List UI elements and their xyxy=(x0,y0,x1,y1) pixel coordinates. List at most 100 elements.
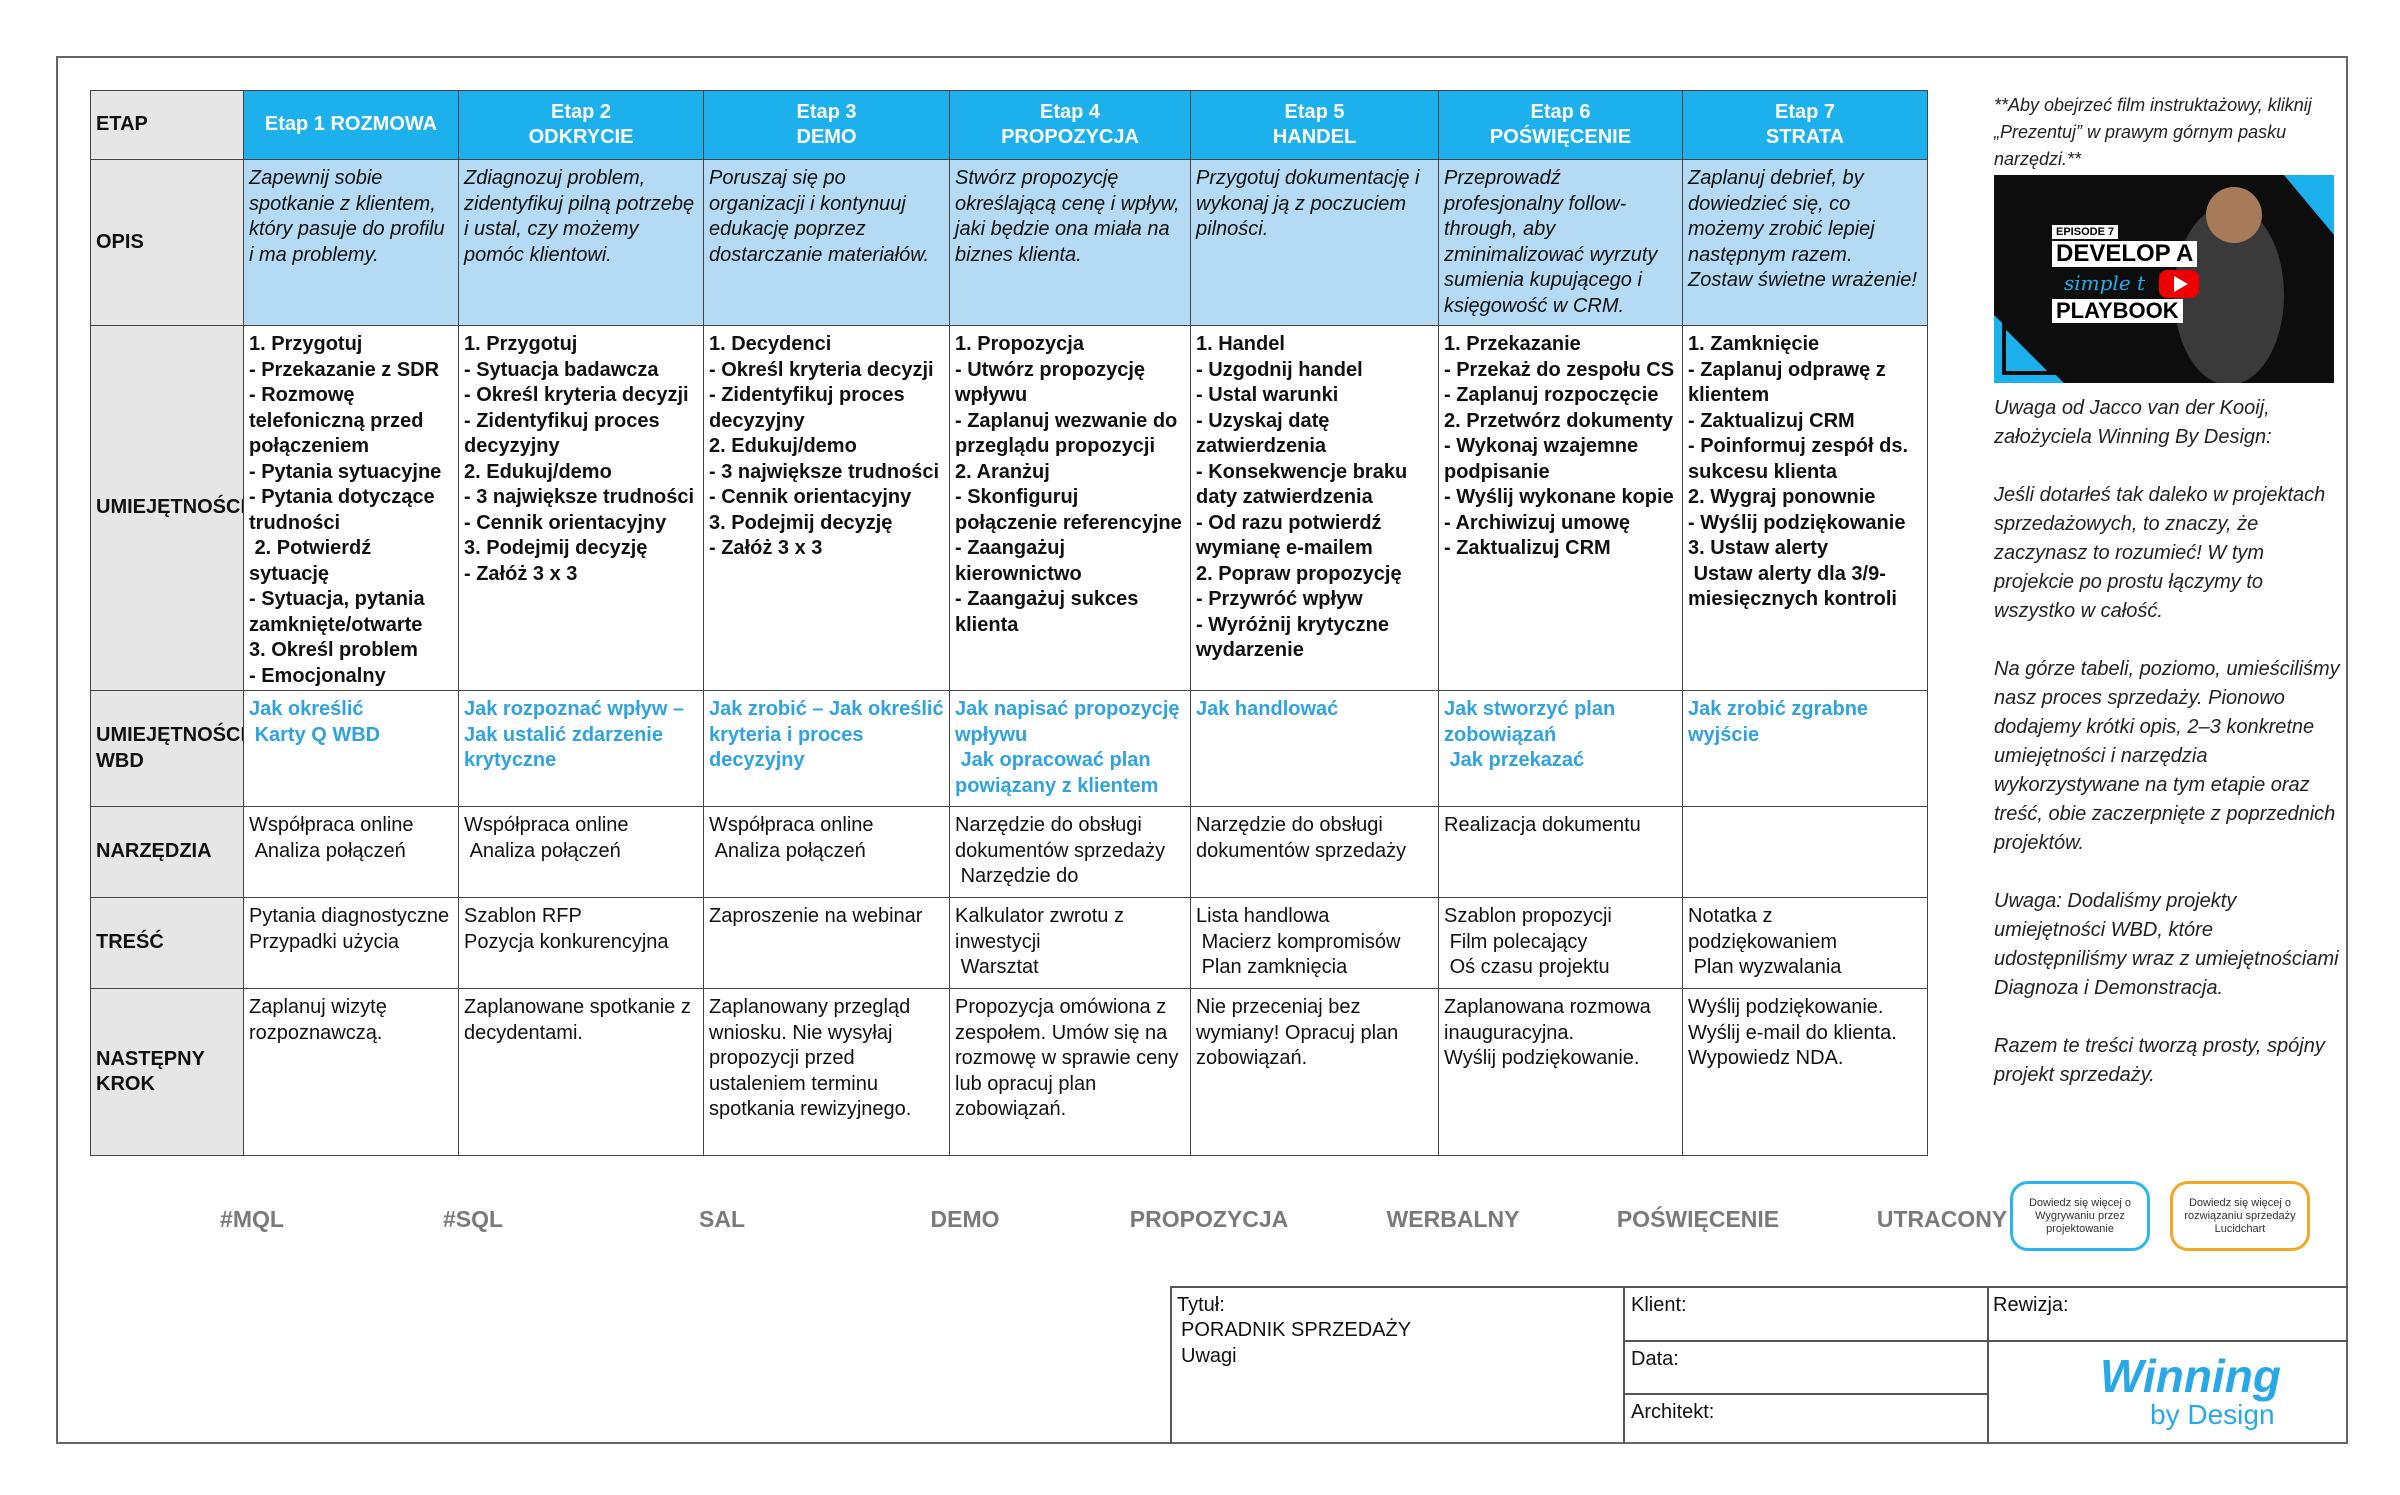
cell-text: Zaplanuj wizytę rozpoznawczą. xyxy=(249,996,393,1044)
cell-text: - Sytuacja, pytania zamknięte/otwarte xyxy=(249,588,431,636)
cell-text: 1. Przygotuj xyxy=(249,333,363,355)
cell-text: - Zaplanuj rozpoczęcie xyxy=(1444,384,1659,406)
client-label: Klient: xyxy=(1631,1294,1687,1316)
cell-text: 1. Przekazanie xyxy=(1444,333,1581,355)
table-cell: 1. Przygotuj - Sytuacja badawcza - Określ … xyxy=(458,325,704,691)
cell-text: OPIS xyxy=(96,230,144,253)
stage-label: WERBALNY xyxy=(1386,1206,1520,1232)
cell-text: Współpraca online xyxy=(709,814,874,836)
link-button[interactable]: Dowiedz się więcej o Wygrywaniu przez pr… xyxy=(2010,1181,2150,1251)
cell-text: Nie przeceniaj bez wymiany! Opracuj plan… xyxy=(1196,996,1404,1069)
cell-text: Etap 4 xyxy=(1039,100,1101,123)
cell-text: - Pytania sytuacyjne xyxy=(249,460,442,483)
table-cell: Jak handlować xyxy=(1190,690,1439,807)
cell-text: Karty Q WBD xyxy=(249,723,381,746)
cell-text: Poruszaj się po organizacji i kontynuuj … xyxy=(709,167,930,266)
cell-text: - Załóż 3 x 3 xyxy=(464,562,578,585)
table-cell: Przygotuj dokumentację i wykonaj ją z po… xyxy=(1190,159,1439,326)
table-cell: Jak rozpoznać wpływ – Jak ustalić zdarze… xyxy=(458,690,704,807)
row-label: UMIEJĘTNOŚCI WBD xyxy=(90,690,244,807)
table-cell: Lista handlowa Macierz kompromisów Plan … xyxy=(1190,897,1439,989)
stage-header: Etap 5 HANDEL xyxy=(1190,90,1439,160)
cell-text: Wyślij podziękowanie. xyxy=(1444,1047,1640,1069)
cell-text: Pozycja konkurencyjna xyxy=(464,930,669,953)
stage-label: UTRACONY xyxy=(1876,1206,2008,1232)
cell-text: Plan zamknięcia xyxy=(1196,956,1348,978)
table-cell: Współpraca online Analiza połączeń xyxy=(703,806,950,898)
table-cell: Kalkulator zwrotu z inwestycji Warsztat xyxy=(949,897,1191,989)
cell-text: - Archiwizuj umowę xyxy=(1444,511,1630,534)
cell-text: - Konsekwencje braku daty zatwierdzenia xyxy=(1196,460,1413,509)
cell-text: 3. Podejmij decyzję xyxy=(464,537,648,559)
link-button[interactable]: Dowiedz się więcej o rozwiązaniu sprzeda… xyxy=(2170,1181,2310,1251)
cell-text: Narzędzie do obsługi dokumentów sprzedaż… xyxy=(1196,814,1407,862)
cell-text: Realizacja dokumentu xyxy=(1444,814,1641,836)
cell-text: - Od razu potwierdź wymianę e-mailem xyxy=(1196,511,1388,560)
table-cell: Zdiagnozuj problem, zidentyfikuj pilną p… xyxy=(458,159,704,326)
cell-text: Przeprowadź profesjonalny follow-through… xyxy=(1444,167,1663,317)
side-paragraph: Uwaga od Jacco van der Kooij, założyciel… xyxy=(1994,397,2272,448)
cell-text: PROPOZYCJA xyxy=(1001,126,1139,148)
cell-text: - Wyślij wykonane kopie xyxy=(1444,486,1674,508)
table-cell: Narzędzie do obsługi dokumentów sprzedaż… xyxy=(949,806,1191,898)
cell-text: 1. Przygotuj xyxy=(464,333,578,355)
cell-text: 1. Decydenci xyxy=(709,333,832,355)
cell-text: 2. Aranżuj xyxy=(955,460,1050,483)
stage-header: Etap 6 POŚWIĘCENIE xyxy=(1438,90,1683,160)
cell-text: - Przekazanie z SDR xyxy=(249,358,440,381)
cell-text: Narzędzie do xyxy=(955,865,1079,887)
cell-text: Film polecający xyxy=(1444,930,1588,953)
cell-text: Narzędzie do obsługi dokumentów sprzedaż… xyxy=(955,814,1166,862)
cell-text: Jak zrobić zgrabne wyjście xyxy=(1688,698,1874,746)
cell-text: Jak określić xyxy=(249,698,364,720)
page-frame xyxy=(56,56,2348,1444)
cell-text: Macierz kompromisów xyxy=(1196,930,1401,953)
cell-text: - Pytania dotyczące trudności xyxy=(249,486,441,534)
cell-text: - Emocjonalny xyxy=(249,664,386,687)
table-cell: Realizacja dokumentu xyxy=(1438,806,1683,898)
table-cell: Wyślij podziękowanie. Wyślij e-mail do kl… xyxy=(1682,988,1928,1156)
cell-text: Jak rozpoznać wpływ – Jak ustalić zdarze… xyxy=(464,698,690,771)
cell-text: - Zaplanuj wezwanie do przeglądu propozy… xyxy=(955,409,1183,458)
stage-label: SAL xyxy=(699,1206,745,1232)
cell-text: Etap 3 xyxy=(796,100,857,123)
cell-text: Jak handlować xyxy=(1196,698,1339,720)
video-title: simple t xyxy=(2064,271,2146,295)
cell-text: - 3 największe trudności xyxy=(464,486,695,508)
video-thumbnail[interactable]: EPISODE 7 DEVELOP A simple t PLAYBOOK xyxy=(1994,175,2334,383)
table-cell: Stwórz propozycję określającą cenę i wpł… xyxy=(949,159,1191,326)
table-cell: Współpraca online Analiza połączeń xyxy=(243,806,459,898)
cell-text: Etap 6 xyxy=(1530,100,1591,123)
cell-text: - Przywróć wpływ xyxy=(1196,588,1363,610)
table-cell: 1. Decydenci - Określ kryteria decyzji - Z… xyxy=(703,325,950,691)
cell-text: Zaplanowane spotkanie z decydentami. xyxy=(464,996,697,1044)
table-cell: Szablon RFP Pozycja konkurencyjna xyxy=(458,897,704,989)
row-label: OPIS xyxy=(90,159,244,326)
cell-text: NARZĘDZIA xyxy=(96,840,212,863)
cell-text: 1. Zamknięcie xyxy=(1688,333,1820,355)
logo: Winning xyxy=(2100,1350,2281,1402)
stage-header: Etap 4 PROPOZYCJA xyxy=(949,90,1191,160)
cell-text: Jak stworzyć plan zobowiązań xyxy=(1444,698,1621,746)
cell-text: - Zaktualizuj CRM xyxy=(1444,537,1611,559)
cell-text: Etap 1 ROZMOWA xyxy=(264,113,438,136)
cell-text: Współpraca online xyxy=(249,814,414,836)
cell-text: Wyślij podziękowanie. xyxy=(1688,996,1884,1018)
date-label: Data: xyxy=(1631,1348,1679,1370)
table-cell: Pytania diagnostyczne Przypadki użycia xyxy=(243,897,459,989)
cell-text: Wyślij e-mail do klienta. xyxy=(1688,1021,1897,1044)
table-cell: Zaplanuj debrief, by dowiedzieć się, co … xyxy=(1682,159,1928,326)
cell-text: UMIEJĘTNOŚCI xyxy=(96,724,244,746)
architect-label: Architekt: xyxy=(1631,1401,1715,1423)
cell-text: - Utwórz propozycję wpływu xyxy=(955,358,1151,407)
cell-text: - Przekaż do zespołu CS xyxy=(1444,358,1675,381)
cell-text: 2. Przetwórz dokumenty xyxy=(1444,409,1673,432)
cell-text: Kalkulator zwrotu z inwestycji xyxy=(955,905,1130,953)
cell-text: Analiza połączeń xyxy=(249,839,406,862)
cell-text: Jak opracować plan powiązany z klientem xyxy=(955,749,1159,797)
table-cell: Zaproszenie na webinar xyxy=(703,897,950,989)
table-cell: 1. Propozycja - Utwórz propozycję wpływu -… xyxy=(949,325,1191,691)
cell-text: - Zidentyfikuj proces decyzyjny xyxy=(464,409,666,458)
stage-header: Etap 2 ODKRYCIE xyxy=(458,90,704,160)
cell-text: - Ustal warunki xyxy=(1196,384,1339,406)
